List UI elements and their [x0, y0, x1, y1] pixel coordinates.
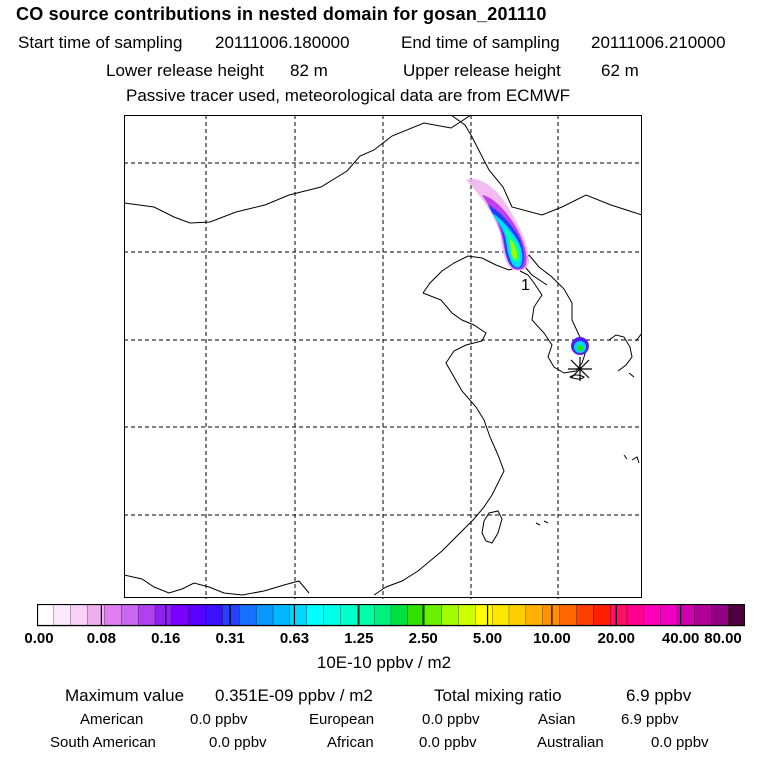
- colorbar-cell: [37, 604, 55, 627]
- region-value: 0.0 ppbv: [422, 711, 480, 728]
- map-frame: [124, 115, 642, 598]
- colorbar-cell: [205, 604, 224, 627]
- region-name: South American: [50, 734, 156, 751]
- colorbar-cell: [727, 604, 745, 627]
- total-mixing-value: 6.9 ppbv: [626, 686, 692, 705]
- colorbar: [37, 604, 745, 627]
- upper-release-label: Upper release height: [403, 61, 561, 80]
- lower-release-label: Lower release height: [106, 61, 264, 80]
- colorbar-cell: [272, 604, 291, 627]
- colorbar-cell: [239, 604, 257, 627]
- plot-title: CO source contributions in nested domain…: [16, 4, 547, 24]
- colorbar-cell: [306, 604, 325, 627]
- colorbar-tick-label: 0.08: [86, 630, 116, 647]
- colorbar-cell: [475, 604, 493, 627]
- end-time-label: End time of sampling: [401, 33, 560, 52]
- colorbar-cell: [222, 604, 240, 627]
- end-time-value: 20111006.210000: [591, 33, 726, 52]
- colorbar-cell: [525, 604, 544, 627]
- lat-lon-grid: [124, 115, 642, 599]
- max-value-label: Maximum value: [65, 686, 185, 705]
- colorbar-cell: [643, 604, 662, 627]
- start-time-value: 20111006.180000: [215, 33, 350, 52]
- colorbar-cell: [137, 604, 156, 627]
- colorbar-cell: [70, 604, 89, 627]
- colorbar-cell: [121, 604, 139, 627]
- colorbar-cell: [458, 604, 476, 627]
- region-name: European: [309, 711, 375, 728]
- colorbar-cell: [255, 604, 274, 627]
- colorbar-cell: [491, 604, 510, 627]
- colorbar-cell: [154, 604, 173, 627]
- colorbar-cell: [373, 604, 392, 627]
- colorbar-cell: [660, 604, 679, 627]
- colorbar-tick-label: 0.00: [24, 630, 54, 647]
- region-name: American: [80, 711, 144, 728]
- tracer-plume: [466, 178, 589, 355]
- colorbar-tick-label: 10.00: [533, 630, 571, 647]
- colorbar-cell: [53, 604, 72, 627]
- tracer-note: Passive tracer used, meteorological data…: [126, 86, 571, 105]
- total-mixing-label: Total mixing ratio: [434, 686, 562, 705]
- colorbar-cell: [441, 604, 460, 627]
- colorbar-cell: [323, 604, 342, 627]
- region-value: 0.0 ppbv: [209, 734, 267, 751]
- colorbar-tick-label: 0.63: [279, 630, 310, 647]
- map-panel: 1: [124, 115, 642, 599]
- region-name: African: [327, 734, 374, 751]
- colorbar-cell: [390, 604, 409, 627]
- colorbar-unit: 10E-10 ppbv / m2: [316, 653, 452, 672]
- colorbar-tick-label: 2.50: [408, 630, 438, 647]
- colorbar-cell: [626, 604, 645, 627]
- colorbar-cell: [508, 604, 527, 627]
- colorbar-tick-label: 80.00: [704, 630, 742, 647]
- colorbar-cell: [593, 604, 611, 627]
- colorbar-cell: [694, 604, 712, 627]
- region-name: Australian: [537, 734, 604, 751]
- colorbar-cell: [104, 604, 122, 627]
- start-time-label: Start time of sampling: [18, 33, 183, 52]
- colorbar-cell: [357, 604, 375, 627]
- lower-release-value: 82 m: [290, 61, 328, 80]
- station-star-icon: [568, 357, 592, 381]
- colorbar-tick-label: 5.00: [472, 630, 503, 647]
- colorbar-cell: [188, 604, 207, 627]
- colorbar-cell: [424, 604, 443, 627]
- colorbar-tick-label: 0.31: [215, 630, 245, 647]
- colorbar-tick-label: 1.25: [344, 630, 374, 647]
- region-value: 0.0 ppbv: [419, 734, 477, 751]
- max-value: 0.351E-09 ppbv / m2: [215, 686, 373, 705]
- region-value: 0.0 ppbv: [190, 711, 248, 728]
- colorbar-cell: [609, 604, 628, 627]
- region-value: 6.9 ppbv: [621, 711, 679, 728]
- colorbar-cell: [171, 604, 190, 627]
- colorbar-cell: [576, 604, 594, 627]
- region-value: 0.0 ppbv: [651, 734, 709, 751]
- colorbar-tick-label: 20.00: [597, 630, 636, 647]
- colorbar-cell: [559, 604, 578, 627]
- upper-release-value: 62 m: [601, 61, 639, 80]
- colorbar-tick-label: 40.00: [661, 630, 700, 647]
- region-name: Asian: [538, 711, 576, 728]
- colorbar-cell: [340, 604, 358, 627]
- colorbar-cell: [87, 604, 106, 627]
- colorbar-tick-label: 0.16: [151, 630, 181, 647]
- colorbar-cell: [289, 604, 308, 627]
- release-point-label: 1: [521, 277, 530, 294]
- colorbar-cell: [711, 604, 729, 627]
